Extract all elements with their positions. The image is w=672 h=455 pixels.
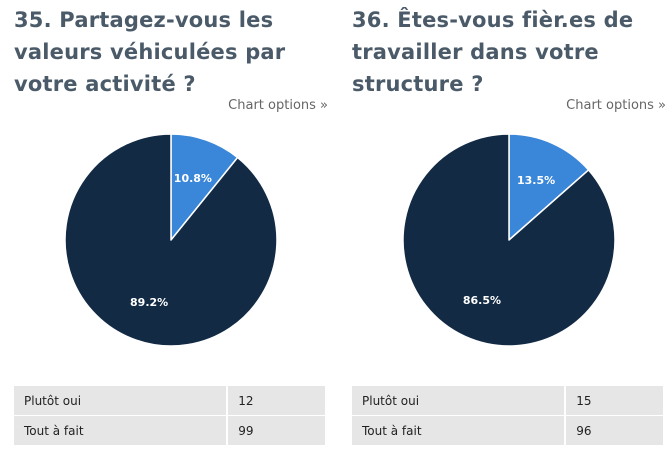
answer-label: Tout à fait: [352, 416, 567, 446]
answer-label: Plutôt oui: [14, 386, 229, 416]
answer-count: 12: [228, 386, 325, 416]
pie-data-label: 86.5%: [463, 294, 501, 307]
table-row: Tout à fait 99: [14, 416, 325, 446]
pie-slice-1[interactable]: [508, 133, 590, 241]
pie-chart: 13.5% 86.5%: [402, 133, 616, 347]
answer-count: 99: [228, 416, 325, 446]
answer-count: 15: [566, 386, 663, 416]
table-row: Tout à fait 96: [352, 416, 663, 446]
question-title: 36. Êtes-vous fièr.es de travailler dans…: [352, 8, 634, 96]
pie-data-label: 13.5%: [517, 174, 555, 187]
question-panel-36: 36. Êtes-vous fièr.es de travailler dans…: [352, 0, 672, 455]
answers-table: Plutôt oui 12 Tout à fait 99: [14, 386, 325, 446]
table-row: Plutôt oui 15: [352, 386, 663, 416]
answer-label: Tout à fait: [14, 416, 229, 446]
pie-slice-2[interactable]: [64, 133, 278, 347]
table-row: Plutôt oui 12: [14, 386, 325, 416]
pie-slice-2[interactable]: [402, 133, 616, 347]
answer-count: 96: [566, 416, 663, 446]
answer-label: Plutôt oui: [352, 386, 567, 416]
pie-chart: 10.8% 89.2%: [64, 133, 278, 347]
pie-slice-1[interactable]: [170, 133, 239, 241]
pie-data-label: 89.2%: [130, 296, 168, 309]
chart-options-link[interactable]: Chart options »: [228, 98, 328, 113]
chart-options-link[interactable]: Chart options »: [566, 98, 666, 113]
pie-data-label: 10.8%: [174, 172, 212, 185]
question-title: 35. Partagez-vous les valeurs véhiculées…: [14, 8, 286, 96]
question-panel-35: 35. Partagez-vous les valeurs véhiculées…: [14, 0, 334, 455]
answers-table: Plutôt oui 15 Tout à fait 96: [352, 386, 663, 446]
